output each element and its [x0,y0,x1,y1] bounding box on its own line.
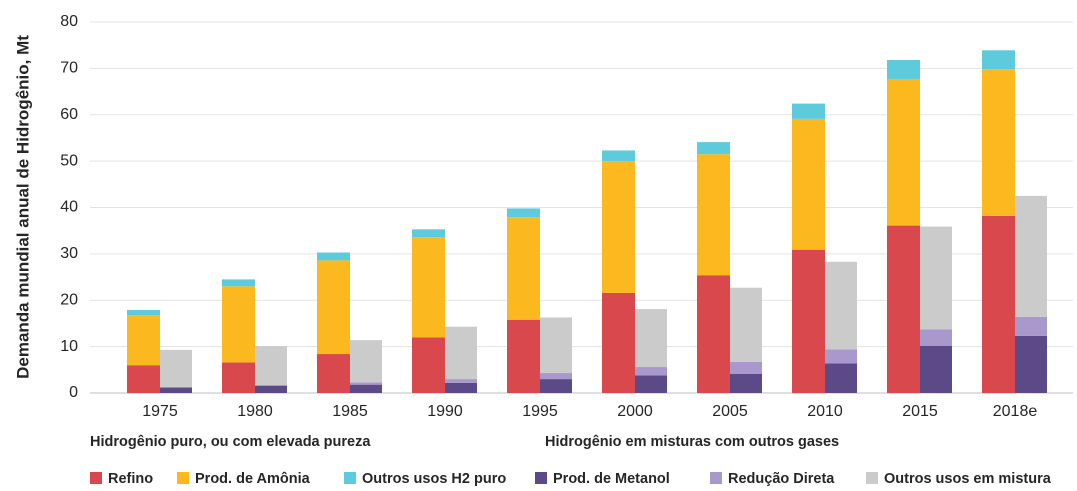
bar-segment [635,367,667,376]
bar-segment [635,375,667,393]
bar-segment [920,226,952,330]
bar-segment [445,382,477,393]
bar-segment [887,79,920,226]
legend-swatch [344,472,356,484]
x-tick-label: 1980 [237,403,273,420]
bar-segment [887,225,920,393]
bar-segment [160,349,192,388]
bar-segment [222,286,255,363]
bar-segment [1015,195,1047,317]
bar-segment [887,60,920,80]
y-tick-label: 0 [69,384,78,401]
x-tick-label: 2015 [902,403,938,420]
legend-swatch [710,472,722,484]
x-tick-label: 1995 [522,403,558,420]
bar-segment [982,50,1015,70]
bar-segment [350,382,382,385]
y-axis-title: Demanda mundial anual de Hidrogênio, Mt [13,35,32,379]
group-label: Hidrogênio em misturas com outros gases [545,434,839,450]
bar-segment [255,385,287,393]
bar-segment [920,329,952,346]
legend-label: Prod. de Amônia [195,471,311,487]
x-tick-label: 2010 [807,403,843,420]
legend-swatch [535,472,547,484]
x-tick-label: 2005 [712,403,748,420]
legend-swatch [177,472,189,484]
bar-segment [792,118,825,250]
bar-segment [730,361,762,374]
bar-segment [982,69,1015,216]
legend-label: Outros usos em mistura [884,471,1052,487]
bar-segment [697,142,730,155]
bar-segment [350,384,382,393]
bar-segment [412,229,445,238]
bar-segment [317,252,350,261]
bar-segment [697,275,730,393]
bar-segment [540,379,572,393]
y-tick-label: 60 [60,106,78,123]
x-tick-label: 1975 [142,403,178,420]
bar-segment [602,161,635,293]
y-tick-label: 50 [60,152,78,169]
legend-label: Outros usos H2 puro [362,471,506,487]
bar-segment [127,309,160,316]
group-label: Hidrogênio puro, ou com elevada pureza [90,434,371,450]
bar-segment [1015,316,1047,336]
bar-segment [317,260,350,355]
y-tick-label: 30 [60,245,78,262]
bar-segment [350,340,382,383]
bar-segment [507,319,540,393]
bar-segment [222,279,255,287]
bar-segment [825,261,857,350]
legend-swatch [866,472,878,484]
x-tick-label: 1990 [427,403,463,420]
legend-label: Prod. de Metanol [553,471,670,487]
bar-segment [730,373,762,393]
y-tick-label: 20 [60,291,78,308]
bar-segment [792,103,825,119]
y-tick-label: 80 [60,13,78,30]
bar-segment [697,154,730,276]
bar-segment [127,365,160,393]
bar-segment [635,309,667,368]
legend-label: Redução Direta [728,471,835,487]
x-tick-label: 2000 [617,403,653,420]
legend-label: Refino [108,471,153,487]
x-tick-label: 1985 [332,403,368,420]
bar-segment [445,379,477,383]
bar-segment [540,373,572,380]
bar-segment [540,317,572,374]
y-tick-label: 10 [60,338,78,355]
bar-segment [317,354,350,393]
bar-segment [730,287,762,362]
bar-segment [825,349,857,364]
bar-segment [602,292,635,393]
bar-segment [255,346,287,386]
bar-segment [412,237,445,338]
bar-segment [445,326,477,380]
bar-segment [602,150,635,162]
y-tick-label: 70 [60,60,78,77]
bar-segment [982,215,1015,393]
y-tick-label: 40 [60,199,78,216]
bar-segment [825,363,857,393]
legend-swatch [90,472,102,484]
bar-segment [507,208,540,218]
bar-segment [507,217,540,320]
bar-segment [920,345,952,393]
bar-segment [160,387,192,393]
bar-segment [412,337,445,393]
bar-segment [127,315,160,366]
x-tick-label: 2018e [993,403,1038,420]
bar-segment [222,362,255,393]
bar-segment [1015,335,1047,393]
bar-segment [792,249,825,393]
